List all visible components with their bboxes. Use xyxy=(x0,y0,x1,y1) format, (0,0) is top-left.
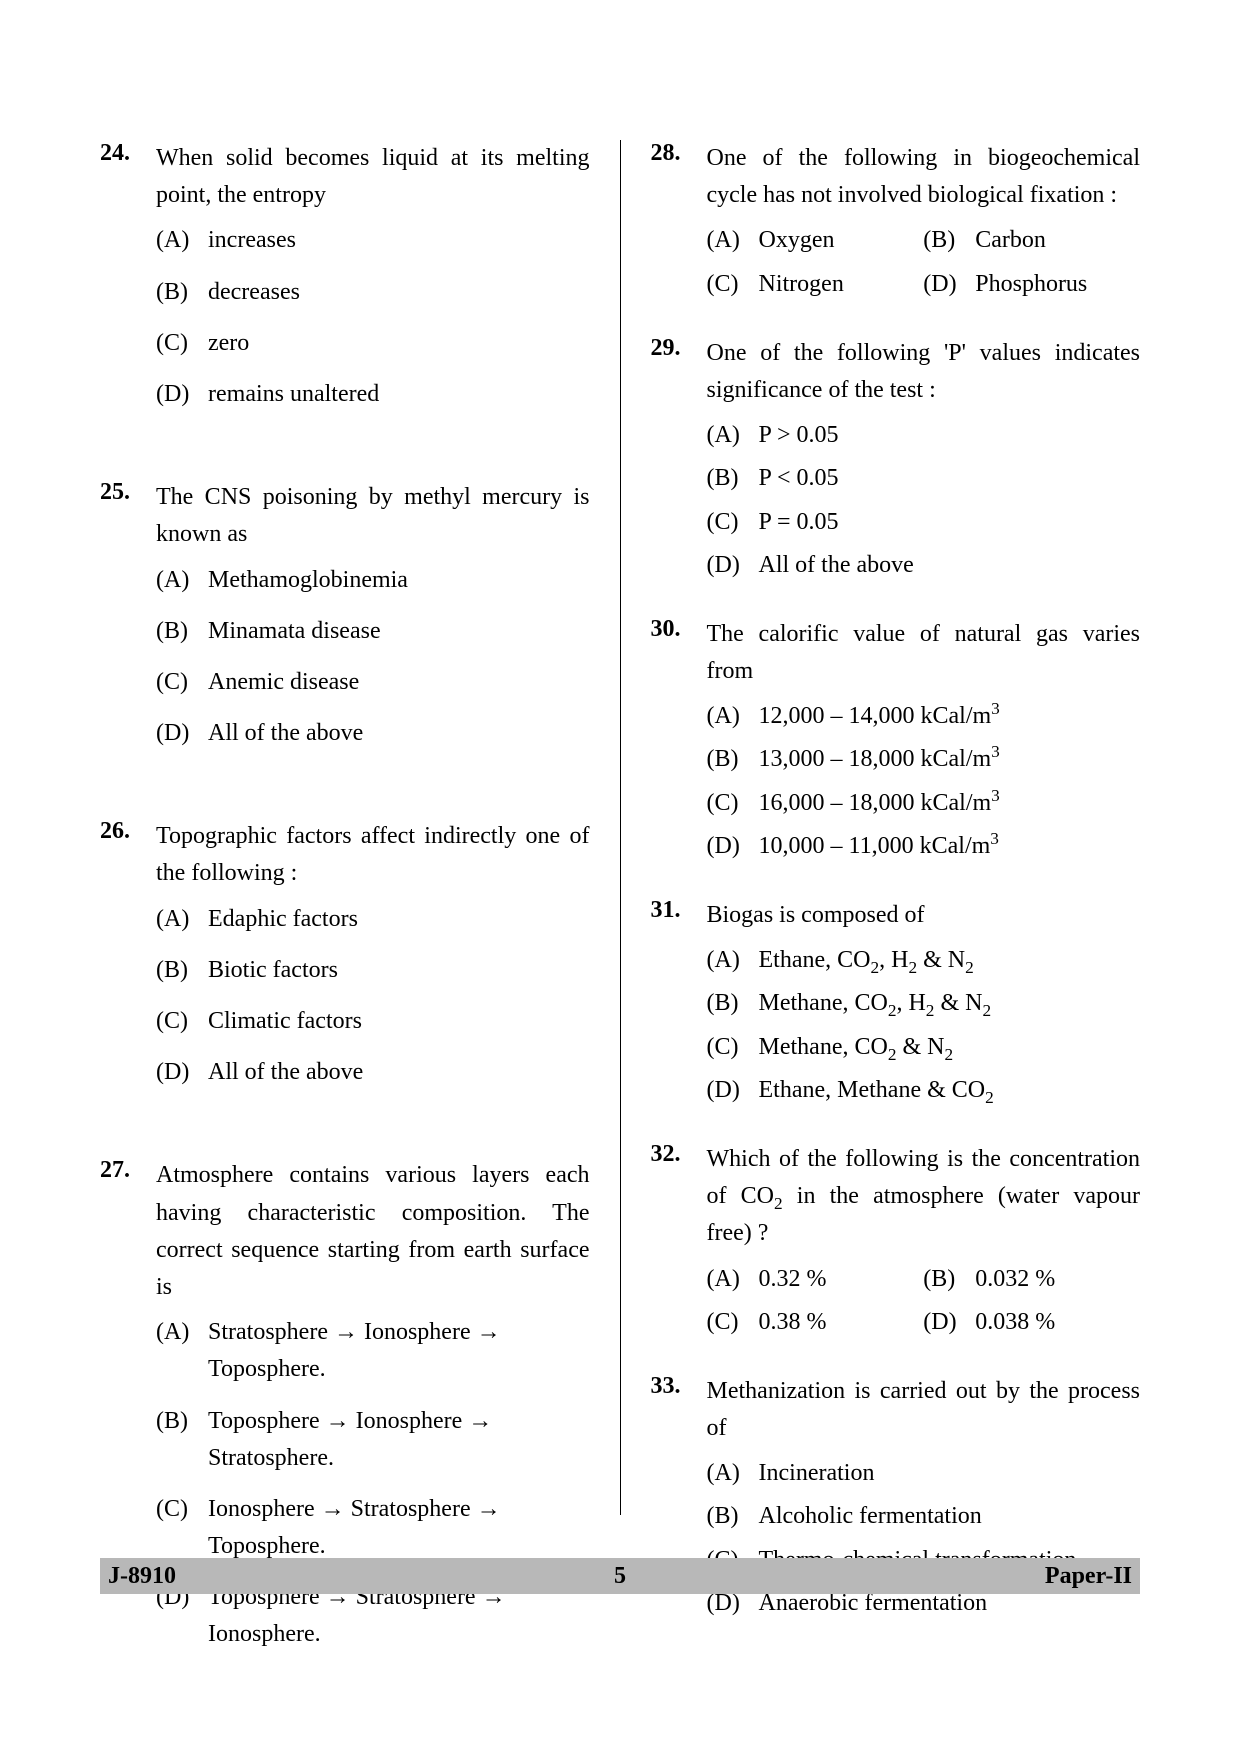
option-c: (C)zero xyxy=(156,325,590,362)
option-b: (B)P < 0.05 xyxy=(707,460,1141,497)
column-left: 24. When solid becomes liquid at its mel… xyxy=(100,140,600,1584)
column-right: 28. One of the following in biogeochemic… xyxy=(641,140,1141,1584)
question-num: 28. xyxy=(651,140,707,309)
option-d: (D)All of the above xyxy=(707,547,1141,584)
exam-page: 24. When solid becomes liquid at its mel… xyxy=(0,0,1240,1584)
option-b: (B)13,000 – 18,000 kCal/m3 xyxy=(707,741,1141,778)
question-29: 29. One of the following 'P' values indi… xyxy=(651,335,1141,590)
option-row: (C)0.38 % (D)0.038 % xyxy=(707,1304,1141,1341)
question-text: One of the following in biogeochemical c… xyxy=(707,140,1141,214)
option-a: (A)Ethane, CO2, H2 & N2 xyxy=(707,942,1141,979)
option-b: (B)Methane, CO2, H2 & N2 xyxy=(707,985,1141,1022)
option-d: (D)All of the above xyxy=(156,1054,590,1091)
options-list: (A)Ethane, CO2, H2 & N2 (B)Methane, CO2,… xyxy=(707,942,1141,1109)
question-text: The calorific value of natural gas varie… xyxy=(707,616,1141,690)
option-d: (D)remains unaltered xyxy=(156,376,590,413)
option-row: (A)Oxygen (B)Carbon xyxy=(707,222,1141,259)
option-a: (A)0.32 % xyxy=(707,1261,924,1298)
option-c: (C)Climatic factors xyxy=(156,1003,590,1040)
option-c: (C)Ionosphere → Stratosphere → Topospher… xyxy=(156,1491,590,1565)
option-c: (C)Methane, CO2 & N2 xyxy=(707,1029,1141,1066)
option-b: (B)Carbon xyxy=(923,222,1140,259)
question-text: Biogas is composed of xyxy=(707,897,1141,934)
options-list: (A)0.32 % (B)0.032 % (C)0.38 % (D)0.038 … xyxy=(707,1261,1141,1341)
option-d: (D)Ethane, Methane & CO2 xyxy=(707,1072,1141,1109)
option-d: (D)0.038 % xyxy=(923,1304,1140,1341)
question-num: 29. xyxy=(651,335,707,590)
question-26: 26. Topographic factors affect indirectl… xyxy=(100,818,590,1105)
option-d: (D)10,000 – 11,000 kCal/m3 xyxy=(707,828,1141,865)
question-num: 31. xyxy=(651,897,707,1115)
option-c: (C)Nitrogen xyxy=(707,266,924,303)
footer-page-number: 5 xyxy=(100,1563,1140,1590)
option-b: (B)Biotic factors xyxy=(156,952,590,989)
option-row: (A)0.32 % (B)0.032 % xyxy=(707,1261,1141,1298)
question-text: Methanization is carried out by the proc… xyxy=(707,1373,1141,1447)
options-list: (A)Edaphic factors (B)Biotic factors (C)… xyxy=(156,901,590,1092)
option-c: (C)Anemic disease xyxy=(156,664,590,701)
option-b: (B)decreases xyxy=(156,274,590,311)
option-d: (D)Phosphorus xyxy=(923,266,1140,303)
option-a: (A)Methamoglobinemia xyxy=(156,562,590,599)
options-list: (A)Stratosphere → Ionosphere → Topospher… xyxy=(156,1314,590,1654)
question-text: Atmosphere contains various layers each … xyxy=(156,1157,590,1306)
question-32: 32. Which of the following is the concen… xyxy=(651,1141,1141,1347)
question-text: One of the following 'P' values indicate… xyxy=(707,335,1141,409)
options-list: (A)increases (B)decreases (C)zero (D)rem… xyxy=(156,222,590,413)
question-30: 30. The calorific value of natural gas v… xyxy=(651,616,1141,871)
question-text: When solid becomes liquid at its melting… xyxy=(156,140,590,214)
question-num: 24. xyxy=(100,140,156,427)
option-c: (C)0.38 % xyxy=(707,1304,924,1341)
page-footer: J-8910 5 Paper-II xyxy=(100,1558,1140,1594)
options-list: (A)Methamoglobinemia (B)Minamata disease… xyxy=(156,562,590,753)
question-text: Which of the following is the concentrat… xyxy=(707,1141,1141,1253)
option-d: (D)All of the above xyxy=(156,715,590,752)
option-a: (A)increases xyxy=(156,222,590,259)
option-a: (A)Incineration xyxy=(707,1455,1141,1492)
options-list: (A)Incineration (B)Alcoholic fermentatio… xyxy=(707,1455,1141,1622)
option-a: (A)Edaphic factors xyxy=(156,901,590,938)
option-a: (A)P > 0.05 xyxy=(707,417,1141,454)
question-num: 26. xyxy=(100,818,156,1105)
option-b: (B)Alcoholic fermentation xyxy=(707,1498,1141,1535)
question-text: Topographic factors affect indirectly on… xyxy=(156,818,590,892)
two-column-layout: 24. When solid becomes liquid at its mel… xyxy=(100,140,1140,1584)
options-list: (A)12,000 – 14,000 kCal/m3 (B)13,000 – 1… xyxy=(707,698,1141,865)
question-num: 25. xyxy=(100,479,156,766)
question-25: 25. The CNS poisoning by methyl mercury … xyxy=(100,479,590,766)
question-num: 32. xyxy=(651,1141,707,1347)
option-c: (C)16,000 – 18,000 kCal/m3 xyxy=(707,785,1141,822)
column-divider xyxy=(620,140,621,1515)
option-a: (A)12,000 – 14,000 kCal/m3 xyxy=(707,698,1141,735)
option-b: (B)Minamata disease xyxy=(156,613,590,650)
option-b: (B)Toposphere → Ionosphere → Stratospher… xyxy=(156,1403,590,1477)
question-num: 30. xyxy=(651,616,707,871)
option-a: (A)Oxygen xyxy=(707,222,924,259)
option-a: (A)Stratosphere → Ionosphere → Topospher… xyxy=(156,1314,590,1388)
question-28: 28. One of the following in biogeochemic… xyxy=(651,140,1141,309)
option-row: (C)Nitrogen (D)Phosphorus xyxy=(707,266,1141,303)
options-list: (A)Oxygen (B)Carbon (C)Nitrogen (D)Phosp… xyxy=(707,222,1141,302)
option-c: (C)P = 0.05 xyxy=(707,504,1141,541)
options-list: (A)P > 0.05 (B)P < 0.05 (C)P = 0.05 (D)A… xyxy=(707,417,1141,584)
question-31: 31. Biogas is composed of (A)Ethane, CO2… xyxy=(651,897,1141,1115)
question-24: 24. When solid becomes liquid at its mel… xyxy=(100,140,590,427)
question-text: The CNS poisoning by methyl mercury is k… xyxy=(156,479,590,553)
option-b: (B)0.032 % xyxy=(923,1261,1140,1298)
